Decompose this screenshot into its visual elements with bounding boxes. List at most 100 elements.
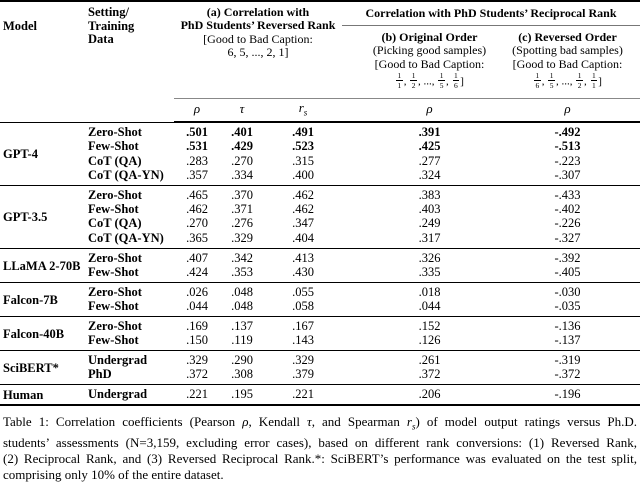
setting-label: Zero-Shot	[88, 247, 174, 265]
table-row: Few-Shot .424 .353 .430 .335 -.405	[0, 265, 640, 283]
fraction-separator: ]	[460, 75, 464, 88]
caption-line: students’ assessments (N=3,159, excludin…	[3, 434, 637, 450]
value-cell: .317	[418, 230, 441, 245]
value-cell: .137	[220, 315, 264, 333]
value-cell: .326	[342, 247, 517, 265]
value-cell: -.433	[517, 184, 640, 202]
value-cell: .462	[292, 201, 314, 216]
model-group: Falcon-7B Zero-Shot .026.048.055.018 -.030 F…	[0, 281, 640, 317]
table-row: LLaMA 2-70B Zero-Shot .407.342.413.326 -.39…	[0, 247, 640, 283]
col-c-title: (c) Reversed Order	[518, 30, 617, 44]
value-cell: .329	[264, 349, 342, 367]
fraction-separator: ,	[403, 75, 410, 88]
value-cell: .430	[292, 264, 314, 279]
value-cell: .413	[264, 247, 342, 265]
caption-line: Table 1: Correlation coefficients (Pears…	[3, 413, 637, 432]
value-cell: .371	[231, 201, 253, 216]
setting-label: Zero-Shot	[88, 281, 174, 299]
value-cell: .058	[292, 298, 314, 313]
fraction-separator: ,	[446, 75, 452, 88]
value-cell: .523	[292, 139, 314, 154]
value-cell: .407	[174, 247, 220, 265]
value-cell: .501	[174, 121, 220, 139]
value-cell: -.307	[554, 167, 581, 182]
model-group: Falcon-40B Zero-Shot .169.137.167.152 -.136…	[0, 315, 640, 351]
table-header: Model Setting/ Training Data (a) Correla…	[0, 1, 640, 123]
table-caption: Table 1: Correlation coefficients (Pears…	[3, 414, 637, 482]
setting-label: CoT (QA)	[88, 153, 142, 168]
col-header-setting: Setting/ Training Data	[88, 1, 174, 122]
col-a-note: 6, 5, ..., 2, 1]	[227, 45, 289, 60]
value-cell: .026	[174, 281, 220, 299]
value-cell: .335	[418, 264, 441, 279]
value-cell: -.319	[517, 349, 640, 367]
table-row: Few-Shot .150 .119 .143 .126 -.137	[0, 333, 640, 351]
setting-label: Zero-Shot	[88, 315, 174, 333]
results-table: Model Setting/ Training Data (a) Correla…	[0, 0, 640, 406]
model-group: LLaMA 2-70B Zero-Shot .407.342.413.326 -.39…	[0, 247, 640, 283]
value-cell: .372	[186, 366, 208, 381]
value-cell: -.405	[554, 264, 581, 279]
value-cell: .270	[186, 216, 208, 231]
value-cell: .342	[220, 247, 264, 265]
fraction-separator: ]	[598, 75, 602, 88]
col-b-note: [Good to Bad Caption:	[374, 56, 485, 71]
setting-label: PhD	[88, 366, 112, 381]
setting-label: Zero-Shot	[88, 121, 174, 139]
caption-line: (2) Reciprocal Rank, and (3) Reversed Re…	[3, 450, 637, 466]
model-name: Falcon-7B	[0, 281, 88, 317]
table-row: GPT-4 Zero-Shot .501.401.491.391 -.492	[0, 121, 640, 186]
model-group: GPT-3.5 Zero-Shot .465.370.462.383 -.433 Few…	[0, 184, 640, 249]
value-cell: .425	[418, 139, 441, 154]
model-name: SciBERT*	[0, 349, 88, 385]
col-c-subtitle: (Spotting bad samples)	[512, 43, 623, 58]
fraction-separator: ,	[584, 75, 590, 88]
value-cell: -.137	[554, 332, 581, 347]
value-cell: .334	[231, 167, 253, 182]
value-cell: .018	[342, 281, 517, 299]
value-cell: -.223	[554, 153, 581, 168]
value-cell: -.392	[517, 247, 640, 265]
value-cell: .324	[418, 167, 441, 182]
model-name: GPT-3.5	[0, 184, 88, 249]
col-header-original-order: (b) Original Order (Picking good samples…	[342, 26, 517, 99]
setting-header-line: Training	[88, 18, 135, 33]
value-cell: .119	[231, 332, 253, 347]
stat-header-rho-reversed: ρ	[517, 98, 640, 123]
value-cell: .290	[220, 349, 264, 367]
value-cell: .465	[174, 184, 220, 202]
value-cell: .044	[186, 298, 208, 313]
value-cell: -.196	[517, 383, 640, 405]
col-header-reversed-rank: (a) Correlation with PhD Students’ Rever…	[174, 1, 342, 99]
table-row: Human Undergrad .221.195.221.206 -.196	[0, 383, 640, 405]
model-name: GPT-4	[0, 121, 88, 186]
fraction-separator: ,	[541, 75, 548, 88]
model-name: Falcon-40B	[0, 315, 88, 351]
value-cell: .401	[220, 121, 264, 139]
value-cell: .383	[342, 184, 517, 202]
setting-label: Few-Shot	[88, 201, 139, 216]
value-cell: .167	[264, 315, 342, 333]
value-cell: .277	[418, 153, 441, 168]
caption-line: comprising only 10% of the entire datase…	[3, 466, 224, 482]
table-row: CoT (QA-YN) .357 .334 .400 .324 -.307	[0, 168, 640, 186]
table-row: Few-Shot .531 .429 .523 .425 -.513	[0, 139, 640, 153]
setting-label: Few-Shot	[88, 332, 139, 347]
table-row: Few-Shot .044 .048 .058 .044 -.035	[0, 299, 640, 317]
value-cell: -.226	[554, 216, 581, 231]
value-cell: .206	[342, 383, 517, 405]
fraction-separator: , ...,	[418, 75, 438, 88]
setting-label: Few-Shot	[88, 298, 139, 313]
value-cell: .126	[418, 332, 441, 347]
value-cell: -.327	[554, 230, 581, 245]
value-cell: .353	[231, 264, 253, 279]
value-cell: .270	[231, 153, 253, 168]
value-cell: .462	[186, 201, 208, 216]
value-cell: -.513	[554, 139, 581, 154]
value-cell: .044	[418, 298, 441, 313]
model-group: GPT-4 Zero-Shot .501.401.491.391 -.492 Few-S…	[0, 121, 640, 186]
